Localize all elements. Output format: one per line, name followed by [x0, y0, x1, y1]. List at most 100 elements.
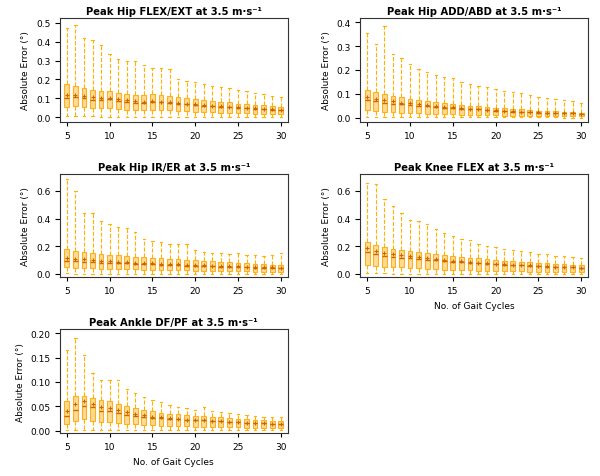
PathPatch shape [253, 420, 257, 428]
PathPatch shape [278, 266, 283, 272]
PathPatch shape [116, 256, 121, 269]
PathPatch shape [202, 101, 206, 113]
PathPatch shape [425, 102, 430, 115]
PathPatch shape [253, 106, 257, 114]
PathPatch shape [167, 97, 172, 111]
X-axis label: No. of Gait Cycles: No. of Gait Cycles [434, 301, 515, 310]
PathPatch shape [167, 414, 172, 426]
PathPatch shape [124, 257, 129, 269]
PathPatch shape [467, 107, 472, 116]
PathPatch shape [511, 262, 515, 272]
PathPatch shape [442, 256, 446, 270]
PathPatch shape [545, 112, 549, 117]
PathPatch shape [210, 101, 215, 113]
PathPatch shape [459, 258, 464, 270]
PathPatch shape [210, 417, 215, 427]
PathPatch shape [107, 255, 112, 269]
PathPatch shape [570, 113, 575, 117]
PathPatch shape [425, 254, 430, 269]
PathPatch shape [553, 265, 558, 272]
PathPatch shape [158, 413, 163, 426]
PathPatch shape [227, 263, 232, 271]
Y-axis label: Absolute Error (°): Absolute Error (°) [22, 31, 31, 110]
PathPatch shape [270, 265, 275, 272]
PathPatch shape [382, 95, 387, 112]
PathPatch shape [536, 111, 541, 117]
PathPatch shape [73, 396, 78, 421]
PathPatch shape [210, 262, 215, 271]
PathPatch shape [107, 402, 112, 423]
PathPatch shape [184, 99, 189, 112]
PathPatch shape [391, 97, 395, 113]
PathPatch shape [485, 259, 490, 271]
PathPatch shape [261, 265, 266, 272]
PathPatch shape [73, 87, 78, 107]
PathPatch shape [433, 255, 438, 269]
PathPatch shape [519, 262, 524, 272]
PathPatch shape [545, 264, 549, 272]
PathPatch shape [99, 401, 103, 422]
PathPatch shape [442, 104, 446, 115]
X-axis label: No. of Gait Cycles: No. of Gait Cycles [133, 456, 214, 466]
PathPatch shape [193, 261, 197, 271]
PathPatch shape [90, 397, 95, 421]
Title: Peak Knee FLEX at 3.5 m·s⁻¹: Peak Knee FLEX at 3.5 m·s⁻¹ [394, 162, 554, 172]
PathPatch shape [391, 249, 395, 268]
Y-axis label: Absolute Error (°): Absolute Error (°) [22, 187, 31, 266]
PathPatch shape [244, 419, 249, 428]
PathPatch shape [202, 416, 206, 427]
PathPatch shape [244, 264, 249, 272]
PathPatch shape [382, 247, 387, 267]
Y-axis label: Absolute Error (°): Absolute Error (°) [322, 31, 331, 110]
PathPatch shape [124, 407, 129, 424]
PathPatch shape [467, 258, 472, 271]
PathPatch shape [236, 104, 241, 114]
PathPatch shape [579, 266, 584, 273]
PathPatch shape [218, 417, 223, 427]
PathPatch shape [236, 263, 241, 272]
PathPatch shape [407, 251, 412, 268]
PathPatch shape [407, 99, 412, 114]
PathPatch shape [553, 112, 558, 117]
PathPatch shape [236, 419, 241, 427]
PathPatch shape [493, 109, 498, 116]
Title: Peak Hip ADD/ABD at 3.5 m·s⁻¹: Peak Hip ADD/ABD at 3.5 m·s⁻¹ [387, 7, 562, 17]
PathPatch shape [536, 263, 541, 272]
PathPatch shape [133, 408, 137, 425]
Y-axis label: Absolute Error (°): Absolute Error (°) [322, 187, 331, 266]
PathPatch shape [365, 91, 370, 111]
PathPatch shape [570, 266, 575, 273]
PathPatch shape [476, 107, 481, 116]
PathPatch shape [158, 96, 163, 111]
PathPatch shape [244, 105, 249, 114]
PathPatch shape [253, 264, 257, 272]
PathPatch shape [73, 251, 78, 268]
PathPatch shape [176, 98, 181, 111]
Title: Peak Hip IR/ER at 3.5 m·s⁻¹: Peak Hip IR/ER at 3.5 m·s⁻¹ [98, 162, 250, 172]
PathPatch shape [116, 405, 121, 423]
PathPatch shape [64, 85, 69, 108]
PathPatch shape [227, 418, 232, 427]
PathPatch shape [218, 102, 223, 113]
PathPatch shape [90, 90, 95, 109]
PathPatch shape [193, 99, 197, 113]
PathPatch shape [451, 257, 455, 270]
PathPatch shape [184, 260, 189, 271]
PathPatch shape [142, 258, 146, 270]
PathPatch shape [278, 108, 283, 115]
PathPatch shape [124, 94, 129, 110]
PathPatch shape [99, 255, 103, 269]
PathPatch shape [433, 103, 438, 115]
PathPatch shape [133, 96, 137, 111]
PathPatch shape [399, 98, 404, 114]
PathPatch shape [176, 259, 181, 271]
PathPatch shape [107, 92, 112, 109]
PathPatch shape [64, 250, 69, 268]
PathPatch shape [150, 258, 155, 270]
PathPatch shape [64, 402, 69, 425]
PathPatch shape [373, 246, 378, 266]
PathPatch shape [158, 259, 163, 270]
PathPatch shape [365, 243, 370, 265]
PathPatch shape [150, 411, 155, 426]
PathPatch shape [519, 110, 524, 117]
